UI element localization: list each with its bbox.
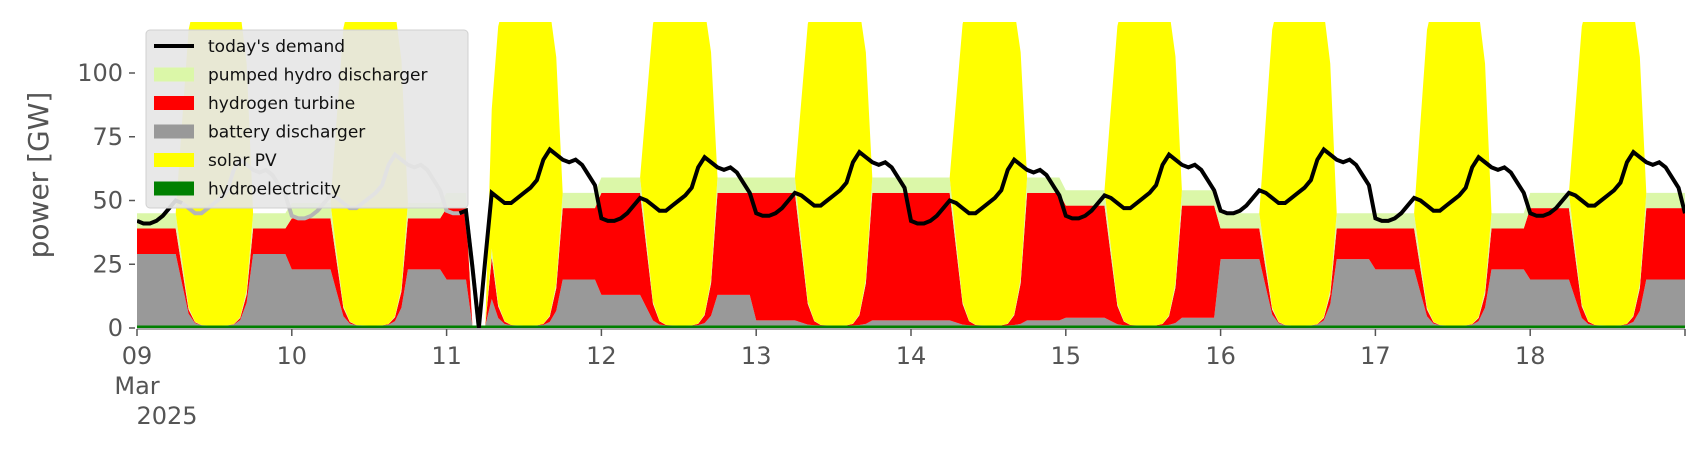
x-tick-label: 09 bbox=[122, 342, 153, 370]
x-tick-year: 2025 bbox=[136, 402, 197, 430]
series-line-demand bbox=[458, 146, 1685, 328]
legend-box bbox=[145, 29, 469, 209]
x-tick-month: Mar bbox=[114, 372, 159, 400]
stacked-areas bbox=[137, 22, 1685, 328]
legend-swatch bbox=[154, 67, 194, 82]
legend-swatch bbox=[154, 124, 194, 139]
area-hydrogen-turbine bbox=[137, 192, 1685, 326]
legend-label: battery discharger bbox=[208, 123, 365, 143]
legend-label: hydrogen turbine bbox=[208, 94, 355, 114]
y-axis-title: power [GW] bbox=[22, 92, 55, 259]
y-tick-label: 0 bbox=[108, 314, 123, 342]
y-tick-label: 100 bbox=[77, 59, 123, 87]
legend-label: pumped hydro discharger bbox=[208, 66, 427, 86]
legend: today's demand pumped hydro discharger hyd… bbox=[145, 29, 469, 209]
y-tick-label: 75 bbox=[92, 123, 123, 151]
area-solar-pv bbox=[137, 22, 1685, 326]
y-tick-label: 25 bbox=[92, 250, 123, 278]
legend-swatch bbox=[154, 153, 194, 167]
legend-label: today's demand bbox=[208, 37, 345, 57]
x-tick-label: 13 bbox=[741, 342, 772, 370]
x-tick-label: 11 bbox=[431, 342, 462, 370]
y-tick-label: 50 bbox=[92, 187, 123, 215]
x-tick-label: 15 bbox=[1051, 342, 1082, 370]
x-tick-label: 17 bbox=[1360, 342, 1391, 370]
legend-label: solar PV bbox=[208, 151, 277, 171]
area-battery-discharger bbox=[137, 254, 1685, 326]
legend-swatch bbox=[154, 181, 194, 196]
x-tick-label: 16 bbox=[1205, 342, 1236, 370]
x-tick-label: 18 bbox=[1515, 342, 1546, 370]
legend-swatch bbox=[154, 96, 194, 110]
x-tick-label: 14 bbox=[896, 342, 927, 370]
x-tick-label: 10 bbox=[277, 342, 308, 370]
legend-label: hydroelectricity bbox=[208, 180, 341, 200]
area-hydroelectricity bbox=[137, 325, 1685, 328]
x-tick-label: 12 bbox=[586, 342, 617, 370]
